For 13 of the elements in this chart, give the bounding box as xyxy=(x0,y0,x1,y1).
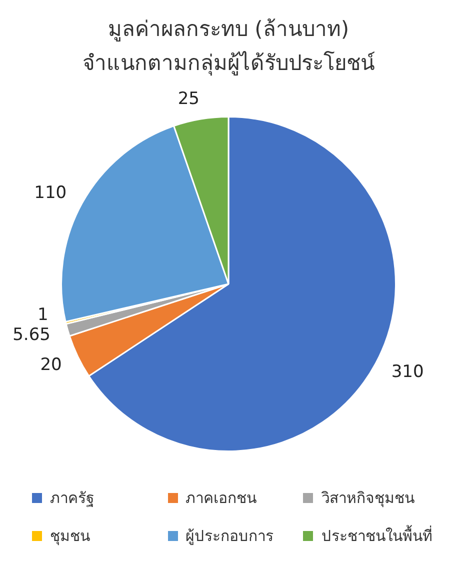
legend-label: ผู้ประกอบการ xyxy=(186,526,274,547)
legend-label: ภาครัฐ xyxy=(50,488,94,509)
data-label: 310 xyxy=(391,362,424,382)
data-label: 1 xyxy=(38,304,48,325)
legend-label: ประชาชนในพื้นที่ xyxy=(321,524,432,547)
data-label: 20 xyxy=(40,354,62,375)
legend-label: วิสาหกิจชุมชน xyxy=(321,488,414,510)
legend-label: ภาคเอกชน xyxy=(186,488,257,509)
legend-label: ชุมชน xyxy=(50,526,90,548)
chart-title: มูลค่าผลกระทบ (ล้านบาท) จำแนกตามกลุ่มผู้ได้รับประโยชน์ xyxy=(82,16,376,78)
data-label: 110 xyxy=(34,182,67,203)
data-label: 5.65 xyxy=(12,324,50,345)
data-label: 25 xyxy=(178,88,200,109)
